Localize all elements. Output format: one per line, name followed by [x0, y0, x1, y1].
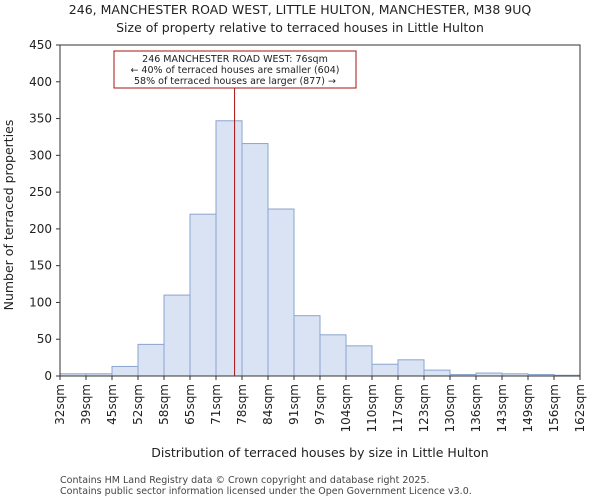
x-tick-label: 123sqm	[417, 384, 431, 432]
chart-title: 246, MANCHESTER ROAD WEST, LITTLE HULTON…	[69, 2, 532, 17]
bar-97sqm	[319, 334, 347, 377]
bar-58sqm	[163, 294, 191, 377]
x-tick-label: 104sqm	[339, 384, 353, 432]
x-tick-label: 156sqm	[547, 384, 561, 432]
y-tick-label: 350	[29, 112, 52, 126]
x-tick-label: 143sqm	[495, 384, 509, 432]
y-tick-label: 300	[29, 148, 52, 162]
bar-52sqm	[137, 343, 165, 377]
bar-104sqm	[345, 345, 373, 377]
x-tick-label: 32sqm	[53, 384, 67, 425]
bar-71sqm	[215, 120, 243, 377]
y-axis: 0 50 100 150 200 250 300 350 400 450	[29, 38, 60, 383]
y-tick-label: 150	[29, 259, 52, 273]
y-tick-label: 450	[29, 38, 52, 52]
x-tick-label: 136sqm	[469, 384, 483, 432]
x-axis: 32sqm 39sqm 45sqm 52sqm 58sqm 65sqm 71sqm 78sqm…	[53, 376, 587, 432]
x-tick-label: 117sqm	[391, 384, 405, 432]
x-tick-label: 71sqm	[209, 384, 223, 425]
y-tick-label: 250	[29, 185, 52, 199]
footer-line-1: Contains HM Land Registry data © Crown c…	[60, 475, 430, 486]
bar-117sqm	[397, 359, 425, 377]
bar-110sqm	[371, 363, 399, 377]
plot-frame	[59, 44, 581, 377]
x-tick-label: 110sqm	[365, 384, 379, 432]
annotation-line-1: 246 MANCHESTER ROAD WEST: 76sqm	[142, 54, 328, 65]
footer-line-2: Contains public sector information licen…	[60, 486, 472, 497]
x-tick-label: 130sqm	[443, 384, 457, 432]
bar-65sqm	[189, 213, 217, 377]
y-tick-label: 50	[37, 332, 52, 346]
x-tick-label: 78sqm	[235, 384, 249, 425]
bar-123sqm	[423, 369, 451, 377]
x-tick-label: 97sqm	[313, 384, 327, 425]
annotation-line-2: ← 40% of terraced houses are smaller (60…	[130, 65, 339, 76]
x-tick-label: 39sqm	[79, 384, 93, 425]
x-axis-label: Distribution of terraced houses by size …	[151, 445, 488, 460]
y-tick-label: 100	[29, 295, 52, 309]
x-tick-label: 58sqm	[157, 384, 171, 425]
x-tick-label: 65sqm	[183, 384, 197, 425]
chart-subtitle: Size of property relative to terraced ho…	[116, 20, 484, 35]
annotation-line-3: 58% of terraced houses are larger (877) …	[134, 76, 336, 87]
x-tick-label: 52sqm	[131, 384, 145, 425]
y-tick-label: 400	[29, 75, 52, 89]
x-tick-label: 162sqm	[573, 384, 587, 432]
x-tick-label: 149sqm	[521, 384, 535, 432]
y-tick-label: 200	[29, 222, 52, 236]
bar-78sqm	[241, 143, 269, 377]
bars-group	[59, 120, 581, 377]
x-tick-label: 45sqm	[105, 384, 119, 425]
x-tick-label: 91sqm	[287, 384, 301, 425]
bar-91sqm	[293, 315, 321, 377]
bar-45sqm	[111, 365, 139, 377]
y-tick-label: 0	[44, 369, 52, 383]
annotation-box: 246 MANCHESTER ROAD WEST: 76sqm ← 40% of…	[113, 50, 357, 89]
bar-84sqm	[267, 208, 295, 377]
x-tick-label: 84sqm	[261, 384, 275, 425]
y-axis-label: Number of terraced properties	[1, 120, 16, 311]
